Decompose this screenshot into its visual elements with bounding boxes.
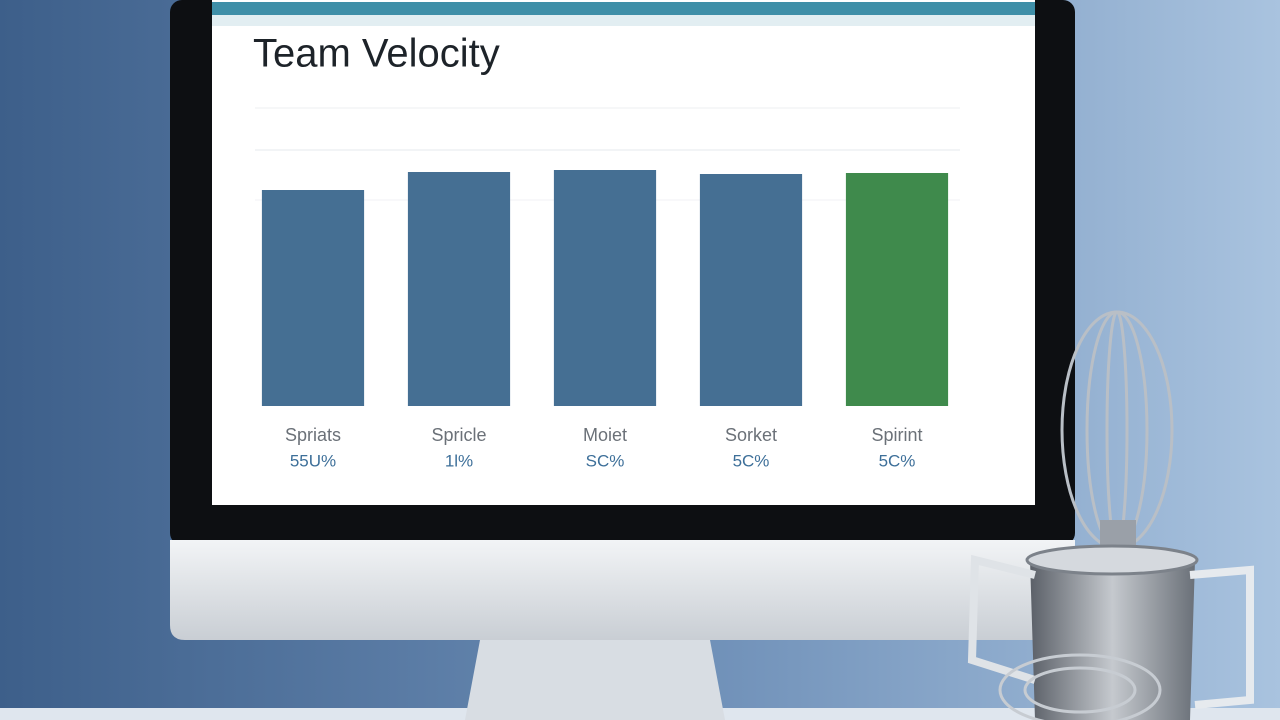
bar [845, 173, 949, 406]
x-tick-label: Spirint [871, 425, 922, 445]
monitor-stand [465, 640, 725, 720]
bar [553, 170, 657, 406]
bar [261, 190, 365, 406]
x-tick-label: Moiet [583, 425, 627, 445]
x-tick-label: Sorket [725, 425, 777, 445]
x-tick-label: Spriats [285, 425, 341, 445]
category-note: SC% [586, 451, 625, 470]
category-note: 1l% [445, 451, 473, 470]
x-tick-label: Spricle [431, 425, 486, 445]
whisk-and-cup [967, 310, 1254, 720]
bar [407, 172, 511, 406]
chart-title: Team Velocity [253, 32, 500, 76]
category-note: 5C% [879, 451, 916, 470]
category-note: 55U% [290, 451, 336, 470]
plot: Spriats 55U% Spricle 1l% Moiet SC% Sorket 5C% Sp… [261, 170, 949, 470]
category-note: 5C% [733, 451, 770, 470]
screen-header-fade [212, 15, 1035, 26]
bar [699, 174, 803, 406]
monitor-chin [170, 540, 1075, 640]
